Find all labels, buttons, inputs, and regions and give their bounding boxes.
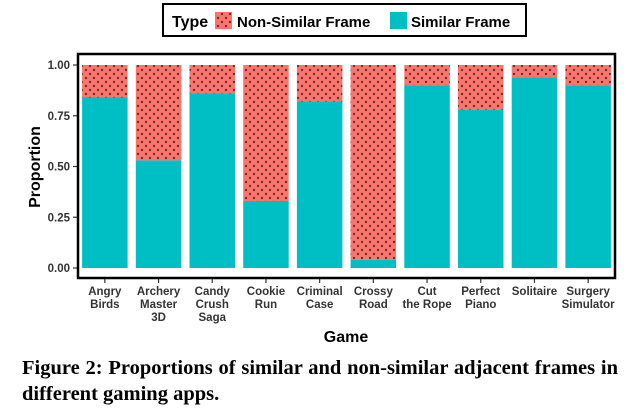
y-tick-label: 0.50 xyxy=(48,162,70,174)
bar-similar-solitaire xyxy=(511,77,558,269)
bar-non-similar-cut-the-rope xyxy=(404,65,450,86)
figure-caption: Figure 2: Proportions of similar and non… xyxy=(22,357,618,405)
bar-similar-cut-the-rope xyxy=(404,85,450,268)
legend-swatch-similar xyxy=(390,12,407,29)
bar-non-similar-archery-master-3d xyxy=(135,65,182,161)
bar-non-similar-angry-birds xyxy=(82,65,128,98)
bar-non-similar-crossy-road xyxy=(350,65,397,260)
bar-similar-crossy-road xyxy=(350,259,397,268)
x-tick-label-archery-master-3d: Archery Master 3D xyxy=(137,286,181,324)
bar-similar-perfect-piano xyxy=(458,109,504,268)
bar-similar-surgery-simulator xyxy=(565,85,611,268)
legend-label-non-similar: Non-Similar Frame xyxy=(237,14,370,31)
bar-similar-cookie-run xyxy=(243,201,289,268)
x-tick-label-angry-birds: Angry Birds xyxy=(88,286,122,311)
x-tick-label-cut-the-rope: Cut the Rope xyxy=(402,286,451,311)
y-tick-label: 0.00 xyxy=(48,263,70,275)
bar-similar-archery-master-3d xyxy=(135,160,182,268)
x-axis: Angry Birds Archery Master 3D Candy Crush Saga C… xyxy=(88,279,615,324)
legend: Type Non-Similar Frame Similar Frame xyxy=(162,3,527,37)
legend-label-similar: Similar Frame xyxy=(411,14,510,31)
y-tick-label: 0.75 xyxy=(48,111,71,123)
y-axis-label: Proportion xyxy=(27,126,44,208)
bar-non-similar-surgery-simulator xyxy=(565,65,611,86)
bar-non-similar-criminal-case xyxy=(296,65,343,102)
bar-non-similar-cookie-run xyxy=(243,65,289,202)
x-tick-label-candy-crush-saga: Candy Crush Saga xyxy=(195,286,231,324)
bar-non-similar-perfect-piano xyxy=(458,65,504,110)
bar-similar-criminal-case xyxy=(296,101,343,268)
x-axis-label: Game xyxy=(324,329,369,346)
stacked-bar-chart: Type Non-Similar Frame Similar Frame 0.0… xyxy=(27,3,617,346)
bar-similar-candy-crush-saga xyxy=(189,93,235,268)
x-tick-label-cookie-run: Cookie Run xyxy=(247,286,285,311)
legend-swatch-non-similar xyxy=(215,12,232,29)
y-tick-label: 1.00 xyxy=(48,60,70,72)
y-tick-label: 0.25 xyxy=(48,212,71,224)
x-tick-label-criminal-case: Criminal Case xyxy=(297,286,343,311)
bar-similar-angry-birds xyxy=(82,97,128,268)
x-tick-label-crossy-road: Crossy Road xyxy=(354,286,394,311)
plot-border xyxy=(76,52,617,280)
bar-non-similar-solitaire xyxy=(511,65,558,78)
plot-area xyxy=(82,65,611,269)
legend-title: Type xyxy=(172,14,208,31)
x-tick-label-perfect-piano: Perfect Piano xyxy=(461,286,500,311)
x-tick-label-surgery-simulator: Surgery Simulator xyxy=(562,286,616,311)
bar-non-similar-candy-crush-saga xyxy=(189,65,235,94)
y-axis: 0.00 0.25 0.50 0.75 1.00 xyxy=(48,60,77,275)
x-tick-label-solitaire: Solitaire xyxy=(512,286,557,298)
